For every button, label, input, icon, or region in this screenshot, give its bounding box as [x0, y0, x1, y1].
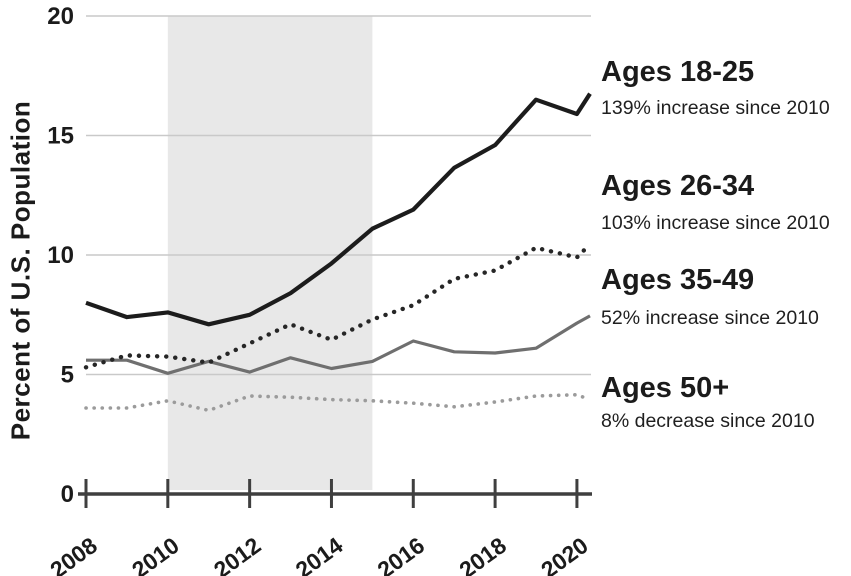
- series-line-ages-35-49: [86, 314, 591, 375]
- y-tick-label-10: 10: [47, 242, 74, 269]
- legend-title-ages-50plus: Ages 50+: [601, 372, 730, 404]
- y-tick-label-5: 5: [61, 362, 74, 389]
- x-tick-label-2020: 2020: [536, 532, 593, 576]
- legend-title-ages-26-34: Ages 26-34: [601, 170, 755, 202]
- y-axis-title: Percent of U.S. Population: [5, 100, 36, 441]
- series-line-ages-26-34: [83, 241, 593, 370]
- legend-subtitle-ages-26-34: 103% increase since 2010: [601, 212, 830, 234]
- legend-item-ages-26-34: Ages 26-34: [601, 172, 754, 201]
- x-tick-label-2012: 2012: [209, 532, 266, 576]
- legend-subtitle-ages-26-34-wrap: 103% increase since 2010: [601, 212, 830, 234]
- y-tick-label-15: 15: [47, 123, 74, 150]
- legend-subtitle-ages-18-25: 139% increase since 2010: [601, 97, 830, 119]
- legend-item-ages-35-49: Ages 35-49: [601, 266, 754, 295]
- legend-subtitle-ages-50plus-wrap: 8% decrease since 2010: [601, 410, 815, 432]
- series-line-ages-18-25: [85, 92, 592, 327]
- y-tick-label-0: 0: [61, 481, 74, 508]
- legend-item-ages-18-25: Ages 18-25: [601, 58, 754, 87]
- x-tick-label-2010: 2010: [127, 532, 184, 576]
- x-tick-label-2016: 2016: [373, 532, 430, 576]
- legend-subtitle-ages-35-49-wrap: 52% increase since 2010: [601, 307, 819, 329]
- legend-subtitle-ages-35-49: 52% increase since 2010: [601, 307, 819, 329]
- legend-title-ages-18-25: Ages 18-25: [601, 56, 755, 88]
- legend-subtitle-ages-18-25-wrap: 139% increase since 2010: [601, 97, 830, 119]
- legend-item-ages-50plus: Ages 50+: [601, 374, 729, 403]
- x-tick-label-2018: 2018: [454, 532, 511, 576]
- y-tick-label-20: 20: [47, 3, 74, 30]
- shaded-band: [167, 16, 373, 490]
- legend-subtitle-ages-50plus: 8% decrease since 2010: [601, 410, 815, 432]
- series-line-ages-50-: [84, 392, 592, 413]
- x-tick-label-2014: 2014: [291, 532, 348, 576]
- legend-title-ages-35-49: Ages 35-49: [601, 264, 755, 296]
- x-tick-label-2008: 2008: [45, 532, 102, 576]
